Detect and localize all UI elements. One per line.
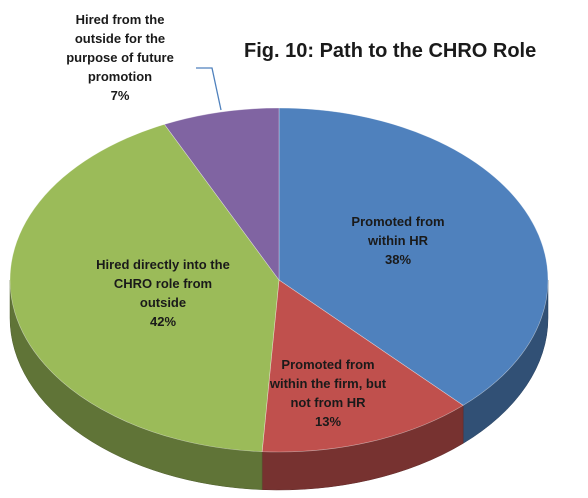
slice-category: Hired directly into the CHRO role from o… [96,257,230,310]
data-label: Promoted from within HR 38% [343,212,453,269]
data-label: Hired from the outside for the purpose o… [55,10,185,105]
slice-category: Hired from the outside for the purpose o… [66,12,174,84]
data-label: Promoted from within the firm, but not f… [268,355,388,431]
leader-line [196,67,222,111]
slice [9,124,280,452]
slice-value: 38% [384,252,412,267]
slice [261,279,464,453]
slice-value: 7% [110,88,130,103]
slice [278,107,549,406]
slice-category: Promoted from within the firm, but not f… [269,357,387,410]
slice-value: 13% [314,414,342,429]
slice-category: Promoted from within HR [351,214,445,248]
slice-tops [9,107,549,453]
data-label: Hired directly into the CHRO role from o… [93,255,233,331]
slice [163,107,280,281]
slice-value: 42% [149,314,177,329]
chart-title: Fig. 10: Path to the CHRO Role [244,40,537,62]
